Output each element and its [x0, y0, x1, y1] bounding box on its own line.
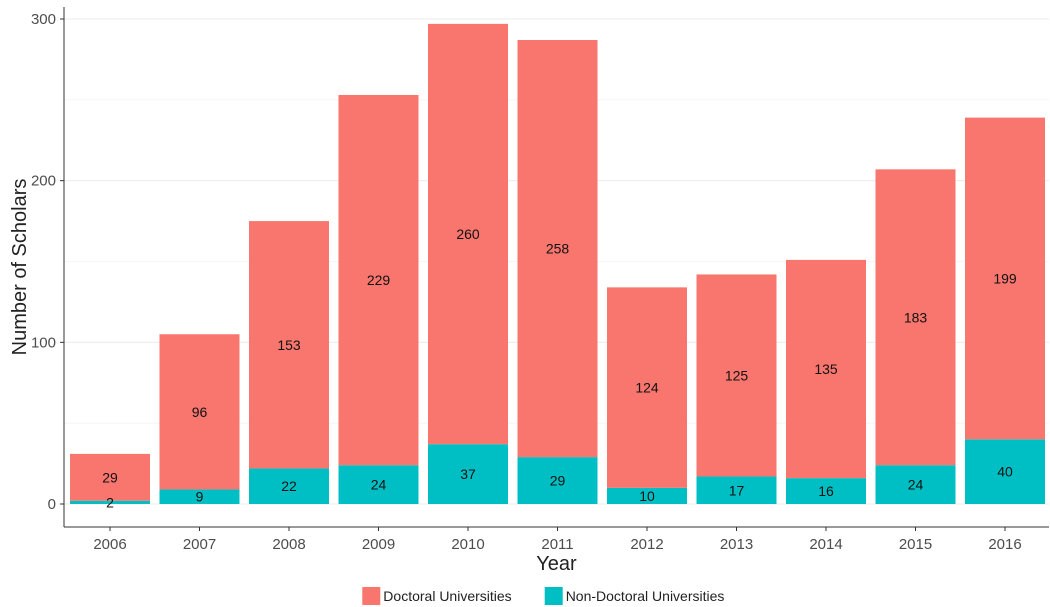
bar-labels: 2299962215324229372602925810124171251613… [102, 226, 1017, 510]
bar-label-doctoral-2011: 258 [546, 241, 570, 257]
bar-label-non-doctoral-2014: 16 [818, 483, 834, 499]
bar-non-doctoral-2012 [607, 487, 687, 504]
bar-non-doctoral-2011 [517, 457, 598, 504]
bar-label-doctoral-2015: 183 [904, 309, 928, 325]
bar-non-doctoral-2006 [70, 500, 150, 504]
x-tick-label: 2014 [809, 536, 842, 553]
bar-label-doctoral-2016: 199 [993, 270, 1017, 286]
bar-non-doctoral-2015 [875, 465, 956, 504]
bar-label-doctoral-2006: 29 [102, 469, 118, 485]
bar-doctoral-2006 [70, 453, 150, 501]
bar-label-doctoral-2007: 96 [192, 404, 208, 420]
bar-non-doctoral-2013 [696, 476, 777, 504]
bar-label-non-doctoral-2009: 24 [371, 477, 387, 493]
x-tick-label: 2007 [183, 536, 216, 553]
bar-label-non-doctoral-2006: 2 [106, 494, 114, 510]
y-tick-label: 100 [31, 334, 56, 351]
x-tick-label: 2009 [362, 536, 395, 553]
bar-doctoral-2016 [965, 117, 1045, 440]
y-tick-label: 300 [31, 11, 56, 28]
bar-label-non-doctoral-2012: 10 [639, 488, 655, 504]
legend: Doctoral Universities Non-Doctoral Univer… [362, 587, 724, 605]
bar-label-doctoral-2008: 153 [277, 337, 301, 353]
bar-label-non-doctoral-2016: 40 [997, 464, 1013, 480]
bar-label-non-doctoral-2013: 17 [729, 482, 745, 498]
x-tick-label: 2011 [541, 536, 573, 553]
bar-non-doctoral-2009 [338, 465, 419, 504]
bar-doctoral-2010 [428, 23, 508, 445]
x-tick-label: 2008 [272, 536, 305, 553]
x-axis-ticks: 2006 2007 2008 2009 2010 2011 2012 2013 2014 2015… [93, 527, 1022, 553]
bar-doctoral-2011 [517, 40, 598, 458]
bar-doctoral-2013 [696, 274, 777, 477]
x-tick-label: 2013 [720, 536, 753, 553]
bar-label-non-doctoral-2008: 22 [281, 478, 297, 494]
x-tick-label: 2015 [899, 536, 932, 553]
bar-label-doctoral-2012: 124 [635, 380, 659, 396]
y-axis-ticks: 0 100 200 300 [31, 11, 64, 513]
x-axis-title: Year [536, 553, 577, 575]
bar-label-doctoral-2014: 135 [814, 361, 838, 377]
x-tick-label: 2016 [988, 536, 1021, 553]
bar-doctoral-2008 [249, 221, 329, 469]
bar-non-doctoral-2014 [786, 478, 866, 504]
bar-label-doctoral-2013: 125 [725, 367, 749, 383]
y-tick-label: 200 [31, 173, 56, 190]
bar-doctoral-2014 [786, 259, 866, 479]
bar-label-non-doctoral-2015: 24 [908, 477, 924, 493]
bar-label-non-doctoral-2010: 37 [460, 466, 476, 482]
legend-swatch [362, 587, 381, 605]
bar-non-doctoral-2010 [428, 444, 508, 504]
bar-doctoral-2012 [607, 287, 687, 488]
x-tick-label: 2010 [451, 536, 484, 553]
bar-doctoral-2009 [338, 94, 419, 466]
legend-swatch [544, 587, 563, 605]
bar-label-non-doctoral-2007: 9 [196, 489, 204, 505]
bar-non-doctoral-2008 [249, 468, 329, 504]
bar-label-doctoral-2009: 229 [367, 272, 391, 288]
bar-doctoral-2007 [159, 334, 240, 490]
x-tick-label: 2012 [630, 536, 663, 553]
legend-label: Doctoral Universities [383, 588, 511, 604]
y-tick-label: 0 [48, 496, 56, 513]
x-tick-label: 2006 [93, 536, 126, 553]
bars [70, 23, 1045, 504]
bar-non-doctoral-2007 [159, 489, 240, 504]
bar-label-doctoral-2010: 260 [456, 226, 480, 242]
legend-label: Non-Doctoral Universities [566, 588, 725, 604]
bar-label-non-doctoral-2011: 29 [550, 473, 566, 489]
bar-doctoral-2015 [875, 169, 956, 466]
y-axis-title: Number of Scholars [9, 179, 31, 356]
bar-non-doctoral-2016 [965, 439, 1045, 504]
